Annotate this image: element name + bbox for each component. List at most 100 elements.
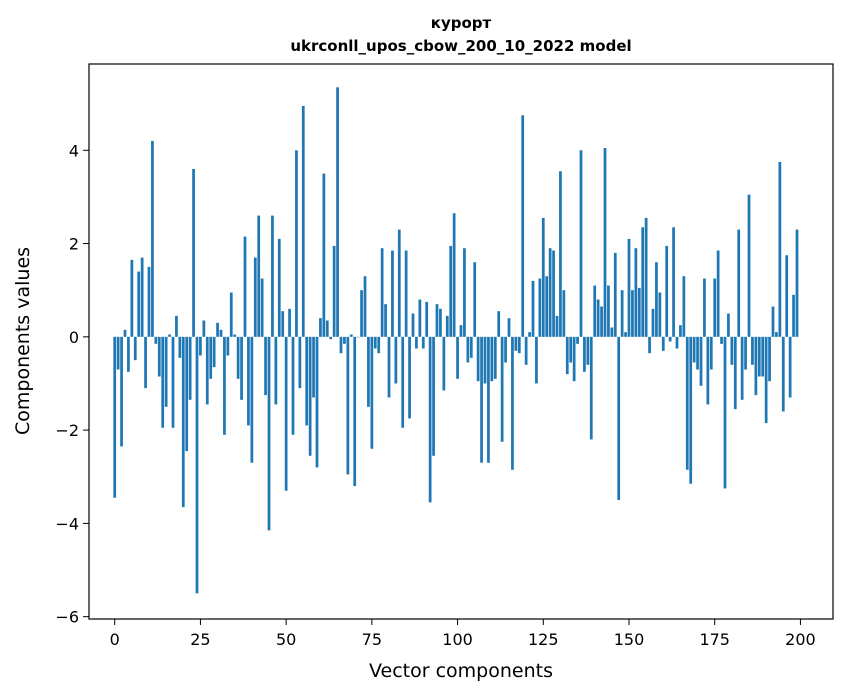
bar [418, 299, 422, 337]
x-tick-label: 100 [442, 630, 473, 649]
bar [699, 336, 703, 386]
bar [240, 336, 243, 400]
bar [761, 336, 765, 377]
bar [507, 318, 511, 337]
bar [113, 336, 117, 498]
plot-area-frame [88, 63, 834, 620]
bar [792, 294, 795, 337]
bar [716, 250, 720, 337]
bar [689, 336, 693, 484]
bar [490, 336, 494, 382]
bar [552, 250, 555, 337]
bar [415, 336, 418, 349]
bar [603, 147, 607, 337]
bar [391, 250, 394, 337]
bar [181, 336, 185, 508]
bar [367, 336, 370, 407]
bar [589, 336, 593, 440]
x-axis-ticks: 0 25 50 75 100 125 150 175 200 [110, 619, 816, 649]
bar [531, 280, 535, 337]
bar [679, 325, 682, 337]
bar [600, 306, 603, 337]
bar [229, 292, 233, 337]
bar [744, 336, 747, 370]
bar [363, 276, 367, 337]
bar [260, 278, 264, 337]
bar [195, 336, 199, 594]
bar [576, 336, 579, 344]
bar [178, 336, 182, 358]
y-axis-label: Components values [12, 247, 34, 435]
bar [408, 336, 411, 419]
bar [253, 257, 257, 337]
bar [565, 336, 569, 375]
y-tick-label: −6 [55, 608, 79, 627]
bar [349, 334, 353, 337]
bar [634, 248, 638, 337]
bar [764, 336, 768, 424]
bar [380, 248, 384, 337]
bar [356, 336, 360, 338]
bar [586, 336, 590, 365]
bar [161, 336, 165, 428]
bar [233, 334, 237, 337]
bar [432, 336, 435, 456]
bar [147, 266, 151, 337]
x-tick-label: 175 [699, 630, 730, 649]
bar [360, 290, 363, 337]
y-tick-label: −2 [55, 421, 79, 440]
bar [449, 245, 453, 337]
bar [459, 325, 463, 337]
bar [555, 315, 559, 337]
bar [559, 171, 562, 337]
bar [308, 336, 312, 456]
bar [754, 336, 758, 396]
bar [473, 262, 477, 337]
bar [562, 290, 566, 337]
bar [209, 336, 213, 379]
bar [685, 336, 689, 470]
bar [257, 215, 261, 337]
bar [425, 301, 429, 337]
bar [185, 336, 189, 452]
bar [421, 336, 425, 349]
bar [291, 336, 295, 435]
bar [151, 140, 154, 337]
bar [216, 322, 219, 337]
bar [517, 336, 521, 354]
bar [781, 336, 785, 412]
bar [665, 245, 669, 337]
bar [343, 336, 346, 344]
bar [319, 318, 322, 337]
bar [346, 336, 350, 475]
x-tick-label: 200 [785, 630, 816, 649]
bar [740, 336, 744, 400]
bar [579, 150, 583, 337]
bar [583, 336, 586, 372]
bar [116, 336, 120, 370]
bar [202, 320, 206, 337]
bar [548, 248, 552, 337]
bar [394, 336, 398, 384]
bar [236, 336, 240, 379]
chart-subtitle: ukrconll_upos_cbow_200_10_2022 model [290, 37, 631, 55]
bar [658, 292, 662, 337]
bar [175, 315, 178, 337]
bar [596, 299, 600, 337]
bars-group [113, 87, 799, 594]
bar [727, 313, 730, 337]
bar [637, 287, 641, 337]
bar [247, 336, 250, 426]
bar [205, 336, 209, 405]
bar [144, 336, 147, 389]
bar [250, 336, 254, 463]
bar [463, 248, 466, 337]
bar [631, 290, 634, 337]
y-tick-label: 4 [69, 141, 79, 160]
bar [692, 336, 696, 363]
bar [445, 315, 449, 337]
y-axis-ticks: −6 −4 −2 0 2 4 [55, 141, 89, 627]
bar [572, 336, 576, 382]
bar [627, 238, 631, 337]
